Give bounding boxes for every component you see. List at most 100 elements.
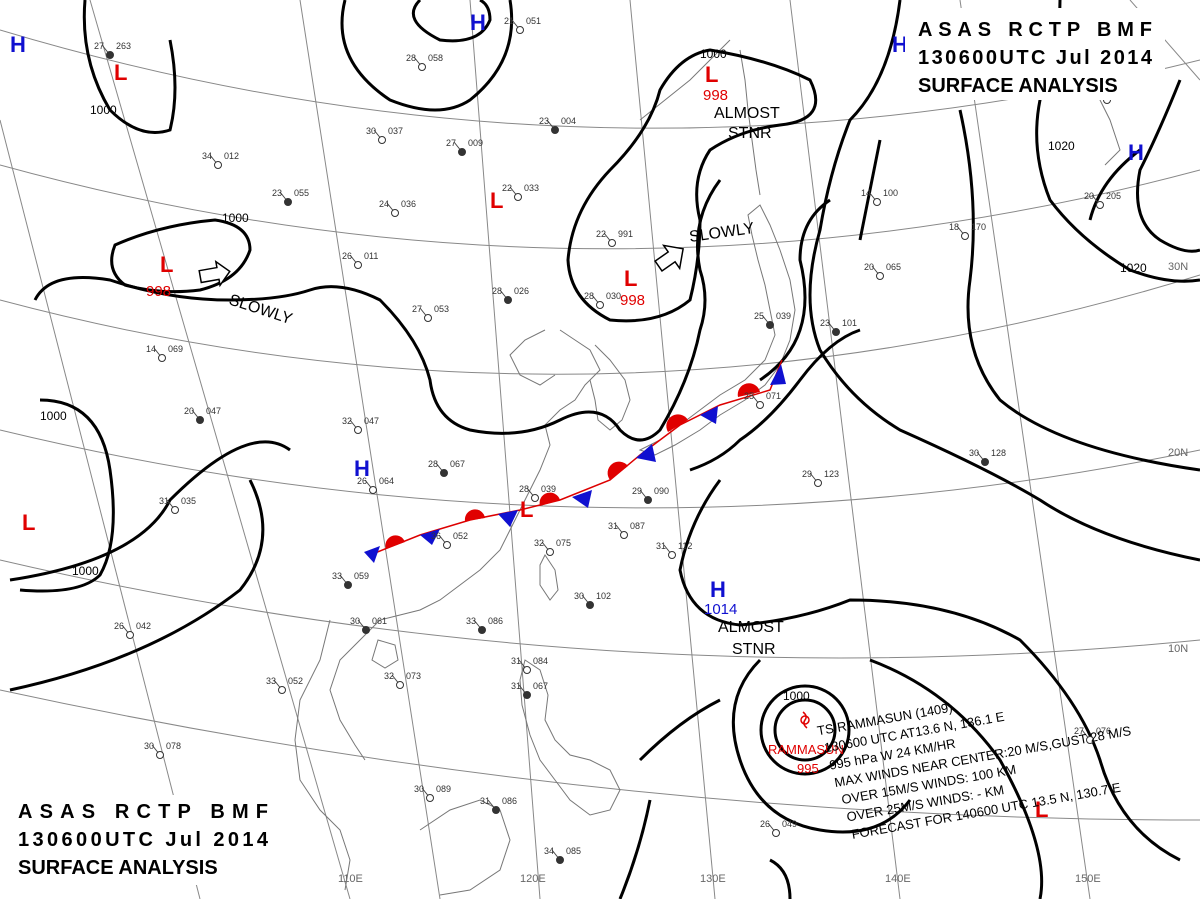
station-temperature: 24	[379, 199, 389, 209]
station-pressure: 205	[1106, 191, 1121, 201]
header-line-2: 130600UTC Jul 2014	[918, 47, 1153, 69]
lon-label: 110E	[338, 873, 363, 885]
station-pressure: 078	[166, 741, 181, 751]
high-centers: H 1014 H H H H H	[10, 10, 1144, 618]
station-circle	[344, 581, 352, 589]
station-pressure: 052	[288, 676, 303, 686]
coastline-philippines	[519, 659, 621, 816]
meridian-line	[299, 0, 441, 899]
coastline-indochina	[294, 619, 351, 891]
typhoon-name: RAMMASUN	[768, 742, 844, 757]
movement-arrow	[198, 260, 231, 288]
low-pressure: 998	[146, 283, 171, 300]
station-plot: 27 009	[446, 138, 483, 156]
isobar-line	[82, 0, 177, 134]
station-circle	[426, 794, 434, 802]
station-temperature: 31	[511, 656, 521, 666]
station-circle	[961, 232, 969, 240]
header-line-3: SURFACE ANALYSIS	[18, 857, 218, 879]
station-plot: 31 067	[511, 681, 548, 699]
station-temperature: 33	[266, 676, 276, 686]
meridian-line	[0, 119, 201, 899]
station-plot: 26 049	[760, 819, 797, 837]
station-plot: 24 036	[379, 199, 416, 217]
station-circle	[873, 198, 881, 206]
warm-front-marker	[607, 461, 628, 480]
station-temperature: 20	[1084, 191, 1094, 201]
station-circle	[556, 856, 564, 864]
station-plot: 28 067	[428, 459, 465, 477]
station-plot: 26 042	[114, 621, 151, 639]
station-pressure: 067	[533, 681, 548, 691]
station-circle	[766, 321, 774, 329]
isobar-line	[33, 179, 722, 442]
station-circle	[354, 426, 362, 434]
station-circle	[478, 626, 486, 634]
station-temperature: 26	[114, 621, 124, 631]
station-plot: 32 075	[534, 538, 571, 556]
station-temperature: 32	[534, 538, 544, 548]
station-circle	[644, 496, 652, 504]
station-pressure: 085	[566, 846, 581, 856]
station-plot: 31 035	[159, 496, 196, 514]
station-circle	[354, 261, 362, 269]
station-temperature: 30	[350, 616, 360, 626]
low-symbol: L	[490, 188, 503, 213]
station-plot: 33 059	[332, 571, 369, 589]
station-temperature: 31	[159, 496, 169, 506]
station-pressure: 100	[883, 188, 898, 198]
station-circle	[424, 314, 432, 322]
lat-label: 10N	[1168, 643, 1188, 655]
station-temperature: 30	[414, 784, 424, 794]
station-pressure: 101	[842, 318, 857, 328]
header-top-right: ASAS RCTP BMF 130600UTC Jul 2014 SURFACE…	[905, 8, 1165, 100]
station-pressure: 073	[406, 671, 421, 681]
station-circle	[196, 416, 204, 424]
station-temperature: 30	[144, 741, 154, 751]
station-plot: 20 047	[184, 406, 221, 424]
station-plot: 30 128	[969, 448, 1006, 466]
isobar-label: 1000	[72, 564, 99, 578]
station-plot: 30 102	[574, 591, 611, 609]
header-background	[905, 8, 1165, 100]
cold-front-marker	[572, 490, 592, 508]
station-pressure: 084	[533, 656, 548, 666]
isobar-line	[769, 858, 792, 899]
station-circle	[756, 401, 764, 409]
coastline-taiwan	[539, 554, 559, 601]
station-plot: 20 205	[1084, 191, 1121, 209]
station-pressure: 069	[168, 344, 183, 354]
station-temperature: 26	[342, 251, 352, 261]
station-temperature: 28	[519, 484, 529, 494]
coastline-china	[329, 329, 601, 761]
coastline-korea	[589, 344, 631, 431]
station-circle	[156, 751, 164, 759]
station-plot: 29 123	[802, 469, 839, 487]
station-circle	[546, 548, 554, 556]
station-circle	[106, 51, 114, 59]
station-circle	[171, 506, 179, 514]
station-circle	[378, 136, 386, 144]
movement-arrow	[654, 244, 684, 272]
station-temperature: 29	[632, 486, 642, 496]
station-circle	[814, 479, 822, 487]
station-temperature: 34	[544, 846, 554, 856]
station-circle	[1096, 201, 1104, 209]
low-symbol: L	[22, 510, 35, 535]
station-plot: 14 100	[861, 188, 898, 206]
parallel-line	[0, 689, 1200, 821]
station-plot: 31 084	[511, 656, 548, 674]
typhoon-pressure: 995	[797, 761, 819, 776]
station-pressure: 086	[488, 616, 503, 626]
parallel-line	[0, 274, 1200, 375]
station-plot: 32 073	[384, 671, 421, 689]
station-temperature: 23	[272, 188, 282, 198]
station-circle	[158, 354, 166, 362]
isobar-line	[759, 198, 831, 382]
isobar-line	[1136, 79, 1200, 253]
isobar-line	[1088, 148, 1141, 221]
station-plot: 21 051	[504, 16, 541, 34]
station-pressure: 011	[364, 251, 378, 261]
station-pressure: 123	[824, 469, 839, 479]
